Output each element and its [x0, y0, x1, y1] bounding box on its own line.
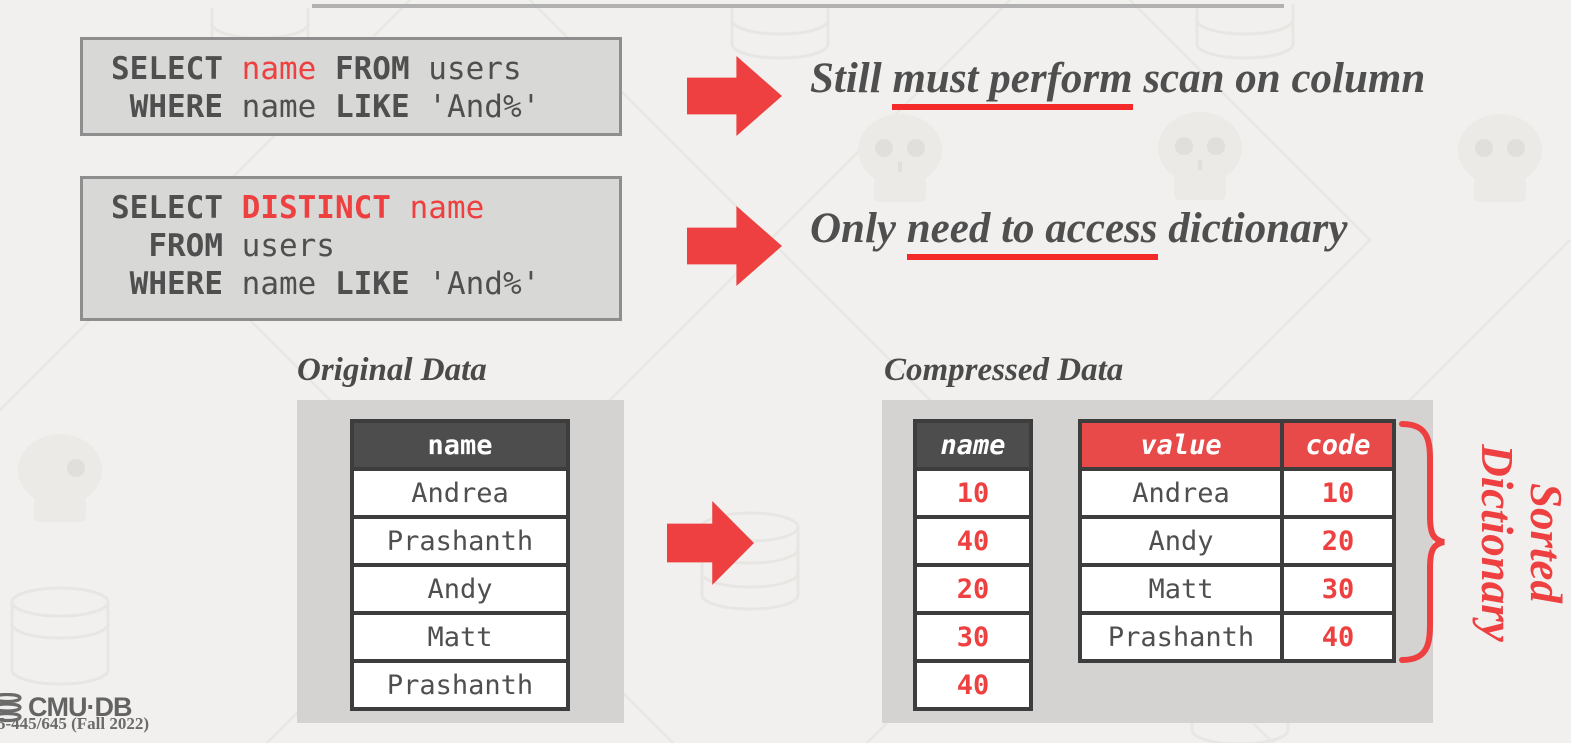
cmu-db-logo: CMU·DB [0, 692, 132, 723]
annotation-text: scan on column [1132, 55, 1426, 102]
annotation-text: dictionary [1157, 205, 1348, 252]
dictionary-table: value code Andrea 10 Andy 20 Matt 30 Prashanth… [1078, 419, 1396, 663]
compressed-data-label: Compressed Data [884, 352, 1124, 388]
table-cell-code: 40 [917, 519, 1029, 563]
annotation-underlined-text: must perform [892, 55, 1133, 110]
annotation-access-dictionary: Only need to access dictionary [810, 204, 1348, 260]
sorted-dictionary-label: Sorted Dictionary [1406, 414, 1571, 672]
table-cell-code: 10 [1284, 471, 1392, 515]
curly-brace-icon [1399, 421, 1445, 663]
compressed-name-column: name 10 40 20 30 40 [913, 419, 1033, 711]
table-cell-name: Andrea [354, 471, 566, 515]
header-divider-rule [312, 4, 1284, 8]
annotation-text: Only [810, 205, 907, 252]
sql-query-text: SELECT name FROM users WHERE name LIKE '… [111, 51, 541, 125]
table-cell-code: 20 [1284, 519, 1392, 563]
annotation-scan-column: Still must perform scan on column [810, 54, 1426, 110]
table-cell-name: Prashanth [354, 663, 566, 707]
table-cell-name: Andy [354, 567, 566, 611]
column-header-code: code [1284, 423, 1392, 467]
table-cell-code: 10 [917, 471, 1029, 515]
table-cell-code: 40 [1284, 615, 1392, 659]
table-cell-value: Prashanth [1082, 615, 1280, 659]
annotation-underlined-text: need to access [906, 205, 1158, 260]
original-data-label: Original Data [297, 352, 487, 388]
original-data-table: name Andrea Prashanth Andy Matt Prashanth [350, 419, 570, 711]
column-header: name [917, 423, 1029, 467]
annotation-text: Still [810, 55, 893, 102]
sql-query-text: SELECT DISTINCT name FROM users WHERE na… [111, 190, 541, 302]
sorted-dictionary-label-line: Dictionary [1472, 444, 1522, 642]
table-cell-value: Andrea [1082, 471, 1280, 515]
table-cell-code: 40 [917, 663, 1029, 707]
table-cell-code: 20 [917, 567, 1029, 611]
table-cell-code: 30 [917, 615, 1029, 659]
logo-text: CMU·DB [28, 692, 132, 722]
database-stack-icon [0, 692, 22, 722]
course-number-label: 5-445/645 (Fall 2022) [0, 714, 150, 733]
table-cell-value: Andy [1082, 519, 1280, 563]
sql-query-box-scan: SELECT name FROM users WHERE name LIKE '… [80, 37, 622, 136]
dictionary-grid: value code Andrea 10 Andy 20 Matt 30 Prashanth… [1082, 423, 1392, 659]
table-cell-value: Matt [1082, 567, 1280, 611]
table-cell-name: Prashanth [354, 519, 566, 563]
sorted-dictionary-label-line: Sorted [1521, 482, 1571, 603]
table-cell-name: Matt [354, 615, 566, 659]
sql-query-box-distinct: SELECT DISTINCT name FROM users WHERE na… [80, 176, 622, 321]
table-cell-code: 30 [1284, 567, 1392, 611]
column-header-value: value [1082, 423, 1280, 467]
column-header: name [354, 423, 566, 467]
